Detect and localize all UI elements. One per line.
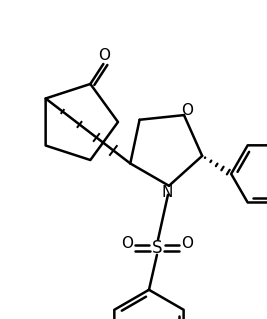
Text: O: O <box>98 48 110 63</box>
Text: O: O <box>181 103 193 118</box>
Text: N: N <box>161 185 173 200</box>
Text: S: S <box>152 239 162 257</box>
Text: O: O <box>121 236 133 251</box>
Text: O: O <box>181 236 193 251</box>
